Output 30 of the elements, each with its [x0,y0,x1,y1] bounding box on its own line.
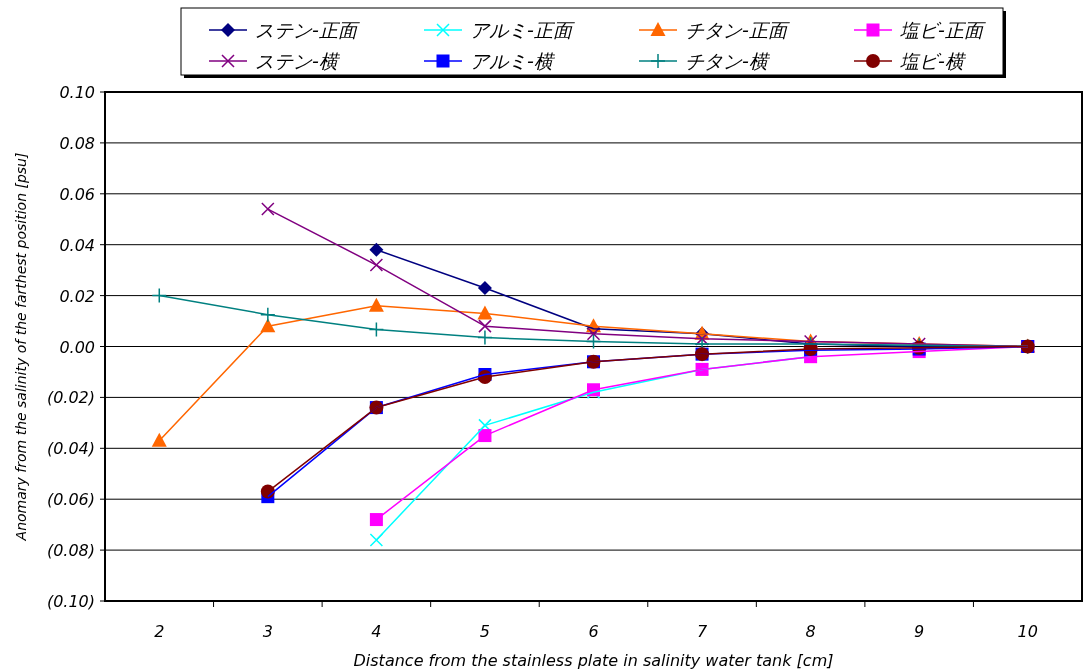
legend-label: アルミ-正面 [470,19,575,41]
text: 0.02 [59,286,95,306]
x-tick-label: 2 [154,622,165,641]
legend-label: ステン-正面 [255,19,360,41]
text: 0.04 [59,235,95,255]
text: 0.08 [59,133,95,153]
legend-label: 塩ビ-横 [900,50,966,72]
y-tick-label: (0.06) [46,490,95,510]
y-tick-label: (0.10) [46,592,95,611]
x-axis-title: Distance from the stainless plate in salinity water tank [cm] [353,651,834,670]
legend-label: アルミ-横 [470,50,555,72]
text: 0.06 [59,184,95,204]
x-tick-label: 4 [371,622,382,641]
legend-label: チタン-正面 [685,19,790,41]
x-tick-label: 7 [696,622,708,641]
x-tick-label: 10 [1017,622,1038,641]
legend-label: ステン-横 [255,50,340,72]
x-tick-label: 3 [262,622,273,641]
y-tick-label: (0.08) [46,541,95,561]
x-tick-label: 8 [805,622,816,641]
text: 0.10 [59,83,95,102]
legend-label: 塩ビ-正面 [900,19,986,41]
y-axis-title: Anomary from the salinity of the farthest position [psu] [13,152,29,542]
y-tick-label: (0.02) [46,388,95,408]
x-tick-label: 6 [588,622,599,641]
legend-label: チタン-横 [685,50,770,72]
y-tick-label: (0.04) [46,439,95,459]
text: 0.00 [59,337,95,357]
x-tick-label: 9 [914,622,925,641]
x-tick-label: 5 [479,622,491,641]
